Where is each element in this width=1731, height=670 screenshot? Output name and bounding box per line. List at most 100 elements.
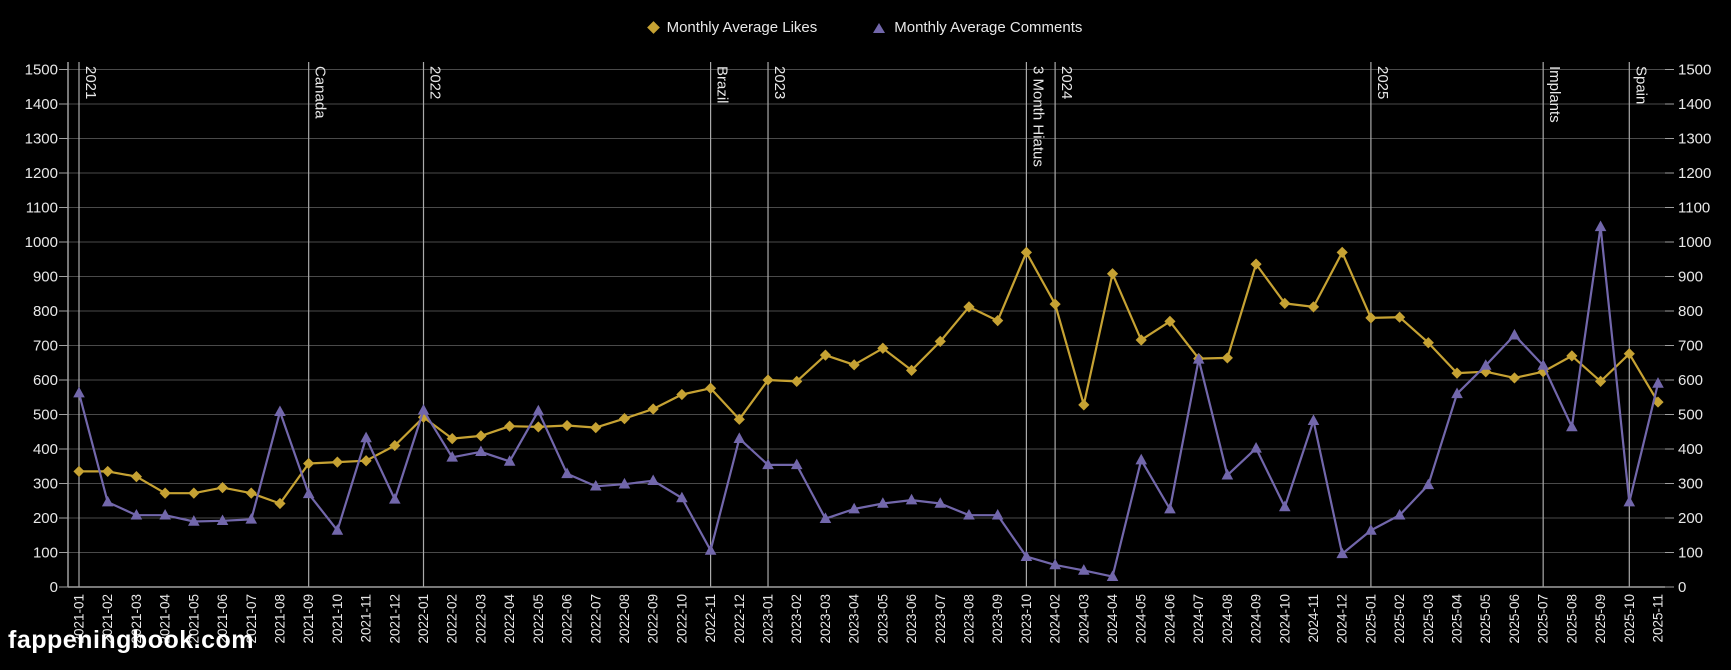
x-tick-label: 2022-02: [445, 594, 460, 644]
data-point-marker: [647, 474, 659, 486]
data-point-marker: [303, 457, 315, 470]
data-point-marker: [331, 456, 343, 468]
data-point-marker: [1594, 375, 1607, 387]
data-point-marker: [1164, 502, 1176, 514]
data-point-marker: [1652, 396, 1664, 408]
data-point-marker: [1135, 453, 1148, 465]
data-point-marker: [561, 419, 573, 432]
data-point-marker: [216, 514, 229, 526]
annotation-label: Canada: [312, 66, 329, 119]
x-tick-label: 2021-02: [100, 594, 115, 644]
data-point-marker: [819, 512, 832, 523]
annotation-label: Spain: [1632, 66, 1649, 104]
data-point-marker: [705, 382, 717, 394]
data-point-marker: [475, 430, 487, 442]
data-point-marker: [1508, 328, 1521, 340]
x-tick-label: 2022-10: [674, 594, 689, 644]
data-point-marker: [159, 487, 171, 499]
data-point-marker: [1336, 246, 1348, 258]
data-point-marker: [331, 524, 344, 535]
data-point-marker: [1106, 268, 1119, 280]
y-tick-label-left: 1000: [25, 234, 58, 251]
x-tick-label: 2023-08: [961, 594, 976, 644]
x-tick-label: 2025-06: [1507, 594, 1522, 644]
data-point-marker: [991, 508, 1004, 520]
data-point-marker: [1192, 353, 1205, 364]
y-tick-label-right: 400: [1678, 441, 1703, 458]
y-tick-label-left: 800: [33, 303, 58, 320]
likes-diamond-marker-icon: [646, 21, 660, 34]
comments-triangle-marker-icon: [873, 22, 886, 33]
y-tick-label-left: 500: [33, 407, 58, 424]
data-point-marker: [877, 342, 889, 354]
data-point-marker: [389, 493, 401, 504]
series-likes: [73, 246, 1664, 510]
annotation-label: Implants: [1546, 66, 1563, 123]
data-point-marker: [1336, 547, 1348, 559]
legend-item-comments[interactable]: Monthly Average Comments: [873, 19, 1082, 36]
data-point-marker: [532, 421, 544, 433]
legend-label-likes: Monthly Average Likes: [666, 19, 818, 36]
y-tick-label-left: 600: [33, 372, 58, 389]
legend-item-likes[interactable]: Monthly Average Likes: [646, 19, 818, 36]
data-point-marker: [963, 508, 975, 520]
x-tick-label: 2022-07: [588, 594, 603, 644]
data-point-marker: [475, 445, 487, 457]
x-tick-label: 2024-04: [1105, 594, 1120, 644]
x-tick-label: 2025-11: [1651, 594, 1666, 643]
y-tick-label-left: 0: [50, 579, 58, 596]
series-line: [79, 251, 1659, 505]
x-tick-label: 2022-08: [617, 594, 632, 644]
y-tick-label-right: 1300: [1678, 131, 1711, 148]
y-tick-label-left: 1500: [25, 62, 58, 79]
data-point-marker: [1020, 550, 1033, 561]
x-tick-label: 2025-08: [1564, 594, 1579, 644]
y-tick-label-right: 600: [1678, 372, 1703, 389]
x-tick-label: 2023-05: [875, 594, 890, 644]
data-point-marker: [1393, 508, 1406, 520]
y-tick-label-left: 1400: [25, 96, 58, 113]
annotation-label: 2022: [427, 66, 444, 99]
data-point-marker: [1250, 258, 1262, 270]
data-point-marker: [791, 375, 803, 387]
data-point-marker: [102, 465, 114, 478]
x-tick-label: 2023-10: [1019, 594, 1034, 644]
y-tick-label-right: 300: [1678, 476, 1703, 493]
data-point-marker: [1078, 564, 1090, 575]
data-point-marker: [73, 465, 85, 478]
x-tick-label: 2022-05: [531, 594, 546, 644]
x-tick-label: 2021-06: [215, 594, 230, 644]
x-tick-label: 2021-05: [186, 594, 201, 644]
x-tick-label: 2024-05: [1134, 594, 1149, 644]
data-point-marker: [1164, 315, 1176, 327]
x-tick-label: 2022-09: [646, 594, 661, 644]
y-tick-label-left: 1300: [25, 131, 58, 148]
data-point-marker: [963, 301, 975, 313]
y-tick-label-right: 500: [1678, 407, 1703, 424]
series-line: [77, 225, 1660, 578]
x-tick-label: 2024-09: [1249, 594, 1264, 644]
data-point-marker: [618, 413, 631, 425]
data-point-marker: [503, 455, 516, 466]
x-tick-label: 2021-03: [129, 594, 144, 644]
y-tick-label-left: 300: [33, 476, 58, 493]
data-point-marker: [992, 315, 1004, 327]
x-tick-label: 2021-11: [359, 594, 374, 643]
gridlines: [68, 69, 1665, 553]
x-tick-label: 2024-10: [1277, 594, 1292, 644]
x-tick-label: 2025-03: [1421, 594, 1436, 644]
axes: [59, 62, 1674, 588]
data-point-marker: [589, 479, 602, 491]
x-tick-label: 2024-07: [1191, 594, 1206, 644]
y-tick-label-right: 1500: [1678, 62, 1711, 79]
data-point-marker: [1020, 246, 1032, 258]
data-point-marker: [1623, 348, 1635, 360]
x-tick-label: 2023-03: [818, 594, 833, 644]
data-point-marker: [647, 403, 659, 415]
x-tick-label: 2023-04: [847, 594, 862, 644]
data-point-marker: [130, 471, 143, 483]
data-point-marker: [504, 420, 516, 432]
legend-label-comments: Monthly Average Comments: [894, 19, 1083, 36]
data-point-marker: [245, 487, 257, 499]
x-tick-label: 2022-12: [732, 594, 747, 644]
